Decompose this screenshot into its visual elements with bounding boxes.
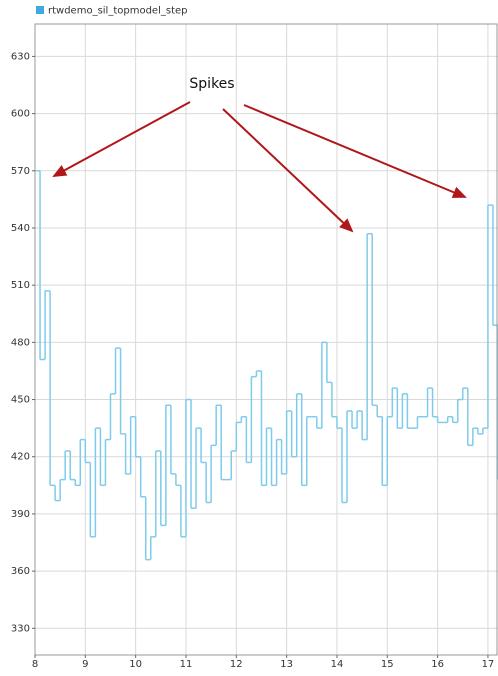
plot-frame xyxy=(34,23,498,656)
arrow xyxy=(52,101,191,177)
x-tick-label: 12 xyxy=(230,659,243,670)
y-tick-label: 510 xyxy=(11,280,30,291)
legend-label: rtwdemo_sil_topmodel_step xyxy=(48,6,188,17)
x-tick-label: 8 xyxy=(32,659,38,670)
y-tick-label: 600 xyxy=(11,109,30,120)
y-tick-label: 330 xyxy=(11,623,30,634)
y-tick-label: 360 xyxy=(11,566,30,577)
annotation-arrows xyxy=(52,101,467,233)
arrow xyxy=(243,104,467,198)
arrow xyxy=(222,108,354,233)
y-tick-label: 540 xyxy=(11,223,30,234)
x-tick-label: 11 xyxy=(180,659,193,670)
plot-area xyxy=(35,170,498,561)
y-tick-label: 390 xyxy=(11,509,30,520)
step-risers xyxy=(39,170,498,560)
y-tick-label: 570 xyxy=(11,166,30,177)
y-tick-label: 630 xyxy=(11,51,30,62)
y-tick-label: 480 xyxy=(11,337,30,348)
annotation: Spikes xyxy=(189,76,234,92)
x-tick-label: 9 xyxy=(82,659,88,670)
legend-swatch xyxy=(36,6,44,14)
y-tick-label: 420 xyxy=(11,452,30,463)
x-tick-label: 16 xyxy=(431,659,444,670)
x-tick-label: 15 xyxy=(381,659,394,670)
x-tick-label: 14 xyxy=(331,659,344,670)
x-tick-label: 10 xyxy=(129,659,142,670)
y-tick-label: 450 xyxy=(11,395,30,406)
x-tick-label: 13 xyxy=(280,659,293,670)
x-tick-label: 17 xyxy=(482,659,495,670)
